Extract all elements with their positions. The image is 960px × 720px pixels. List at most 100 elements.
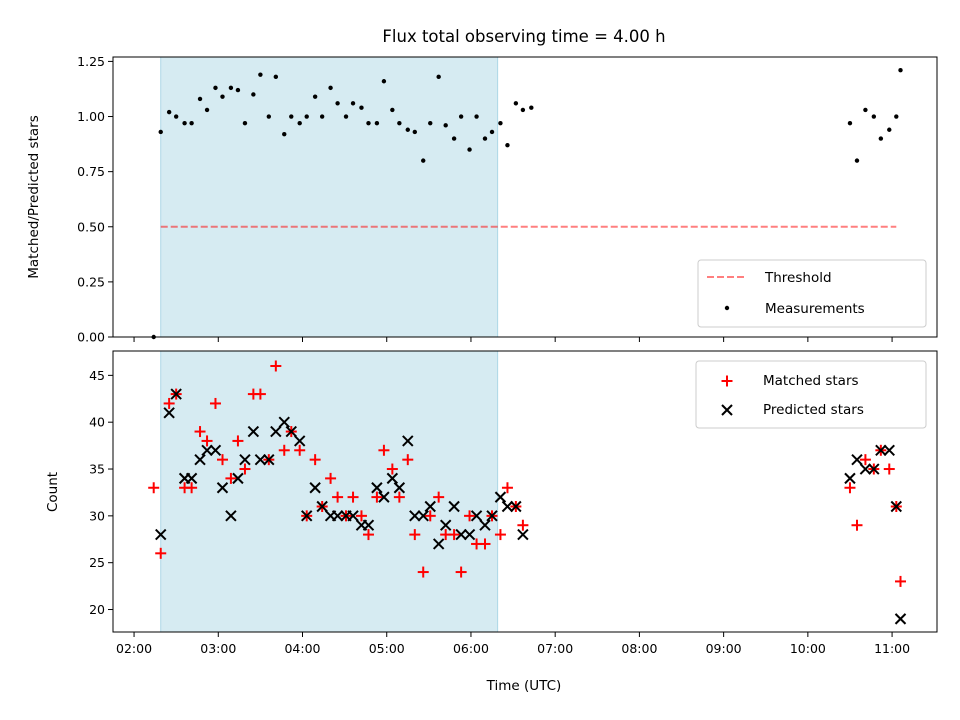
x-tick-label: 11:00 xyxy=(874,641,910,656)
measurements-legend-label: Measurements xyxy=(765,301,865,317)
matched-stars-point xyxy=(424,510,436,522)
ratio-y-tick-label: 0.25 xyxy=(77,274,105,289)
predicted-stars-series xyxy=(155,388,907,625)
predicted-stars-point xyxy=(278,416,290,428)
measurements-point xyxy=(887,127,892,132)
predicted-stars-point xyxy=(309,482,321,494)
matched-stars-point xyxy=(883,463,895,475)
measurements-point xyxy=(197,96,203,102)
predicted-stars-point xyxy=(494,491,507,503)
x-tick-label: 09:00 xyxy=(706,641,742,656)
matched-stars-point xyxy=(325,472,337,484)
predicted-stars-point xyxy=(232,472,244,485)
measurements-point xyxy=(854,158,860,163)
count-plot-area: 20 25 30 35 40 45 02:00 03:00 04:00 05:00 06:00 07:… xyxy=(89,350,938,656)
matched-stars-point xyxy=(309,454,321,466)
predicted-stars-point xyxy=(448,500,460,513)
measurements-point xyxy=(350,101,356,106)
ratio-legend: Threshold Measurements xyxy=(697,259,927,328)
measurements-point xyxy=(520,107,526,113)
count-panel: 20 25 30 35 40 45 02:00 03:00 04:00 05:00 06:00 07:… xyxy=(45,350,938,694)
ratio-y-tick-label: 1.25 xyxy=(77,54,105,69)
measurements-point xyxy=(405,127,410,132)
predicted-stars-point xyxy=(163,407,175,419)
predicted-stars-legend-marker xyxy=(721,404,733,416)
matched-stars-legend-marker xyxy=(721,375,733,387)
measurements-point xyxy=(863,107,868,113)
count-y-tick-label: 20 xyxy=(89,602,105,617)
matched-stars-point xyxy=(501,482,513,494)
matched-stars-point xyxy=(355,510,367,522)
x-axis-label: Time (UTC) xyxy=(486,678,562,694)
matched-stars-legend-label: Matched stars xyxy=(763,373,859,389)
ratio-legend-box xyxy=(697,259,927,328)
measurements-point xyxy=(319,114,325,119)
measurements-point xyxy=(847,120,853,126)
ratio-axes-frame xyxy=(112,56,938,338)
predicted-stars-point xyxy=(185,472,198,485)
matched-stars-point xyxy=(393,491,405,503)
count-y-tick-label: 35 xyxy=(89,462,105,477)
measurements-point xyxy=(498,120,503,126)
matched-stars-point xyxy=(163,397,175,409)
predicted-stars-point xyxy=(470,510,483,522)
matched-stars-point xyxy=(155,547,167,559)
matched-stars-point xyxy=(216,454,228,466)
predicted-stars-point xyxy=(432,538,445,550)
x-tick-label: 07:00 xyxy=(537,641,573,656)
predicted-stars-point xyxy=(875,444,887,456)
predicted-stars-point xyxy=(859,463,872,475)
matched-stars-point xyxy=(844,482,856,494)
matched-stars-point xyxy=(448,529,460,541)
predicted-stars-point xyxy=(486,510,498,522)
predicted-stars-point xyxy=(170,388,182,400)
predicted-stars-point xyxy=(883,444,895,456)
count-legend-box xyxy=(695,360,927,429)
predicted-stars-point xyxy=(424,500,436,513)
measurements-point xyxy=(467,147,472,152)
matched-stars-point xyxy=(294,444,306,456)
matched-stars-point xyxy=(402,454,414,466)
predicted-stars-point xyxy=(362,519,375,531)
measurements-point xyxy=(443,123,448,128)
predicted-stars-point xyxy=(371,482,383,494)
measurements-point xyxy=(258,72,263,77)
predicted-stars-point xyxy=(293,435,306,447)
measurements-point xyxy=(878,136,884,141)
measurements-point xyxy=(220,94,225,99)
matched-stars-point xyxy=(232,435,244,447)
matched-stars-point xyxy=(494,529,506,541)
measurements-point xyxy=(304,114,309,119)
measurements-point xyxy=(482,136,488,141)
count-legend: Matched stars Predicted stars xyxy=(695,360,927,429)
matched-stars-point xyxy=(201,435,213,447)
predicted-stars-point xyxy=(254,453,267,466)
predicted-stars-legend-label: Predicted stars xyxy=(763,402,864,418)
measurements-point xyxy=(251,92,256,97)
matched-stars-point xyxy=(417,566,429,578)
predicted-stars-point xyxy=(316,500,328,513)
predicted-stars-point xyxy=(209,444,222,456)
measurements-point xyxy=(412,129,418,135)
predicted-stars-point xyxy=(263,453,275,466)
matched-stars-point xyxy=(371,491,383,503)
matched-stars-point xyxy=(455,566,467,578)
measurements-point xyxy=(182,120,187,126)
matched-stars-point xyxy=(386,463,398,475)
predicted-stars-point xyxy=(439,519,452,531)
measurements-point xyxy=(213,85,218,91)
ratio-observing-window-band xyxy=(160,56,499,338)
predicted-stars-point xyxy=(347,510,359,522)
x-tick-label: 10:00 xyxy=(790,641,826,656)
measurements-point xyxy=(898,68,903,73)
measurements-point xyxy=(421,158,426,163)
matched-stars-point xyxy=(433,491,445,503)
measurements-point xyxy=(228,85,234,91)
measurements-point xyxy=(374,120,380,126)
predicted-stars-point xyxy=(851,453,863,466)
matched-stars-point xyxy=(859,454,871,466)
count-y-axis-label: Count xyxy=(45,472,61,512)
measurements-point xyxy=(242,120,248,126)
matched-stars-point xyxy=(464,510,476,522)
